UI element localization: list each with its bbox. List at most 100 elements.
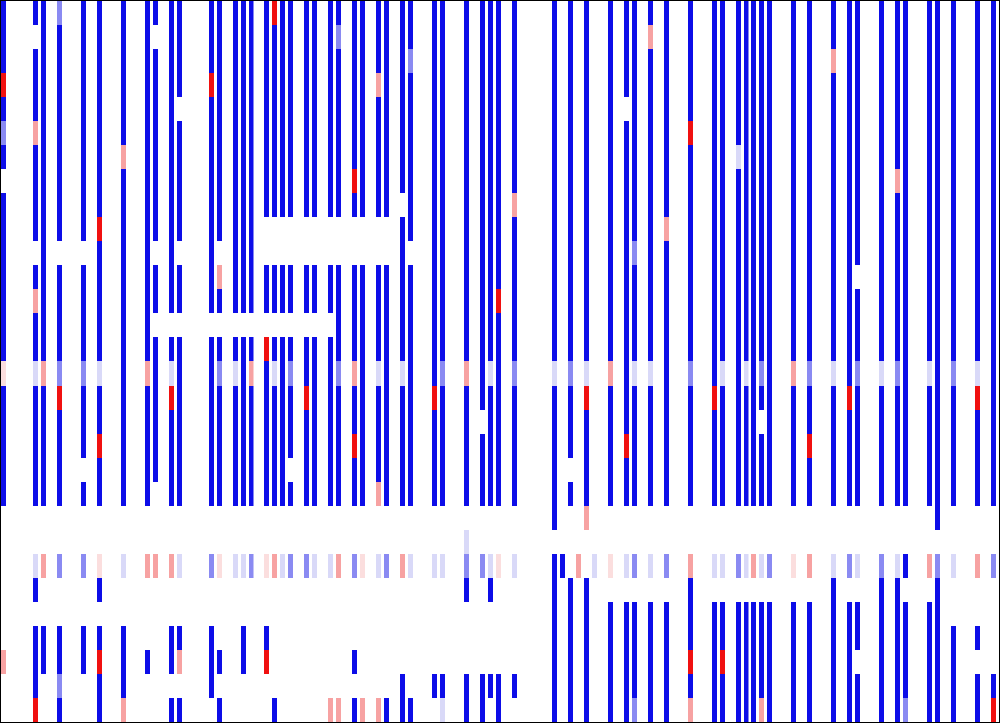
heatmap-cell (272, 25, 281, 50)
heatmap-cell (472, 530, 480, 554)
heatmap-cell (25, 530, 33, 554)
heatmap-cell (9, 626, 17, 650)
heatmap-cell (600, 554, 608, 578)
heatmap-cell (576, 289, 584, 313)
heatmap-cell (360, 409, 369, 434)
heatmap-cell (807, 553, 816, 578)
heatmap-cell (288, 73, 297, 98)
heatmap-cell (32, 409, 41, 434)
heatmap-cell (839, 554, 847, 578)
heatmap-cell (328, 49, 337, 74)
heatmap-cell (376, 385, 385, 410)
heatmap-cell (448, 482, 456, 506)
heatmap-cell (799, 506, 807, 530)
heatmap-cell (711, 217, 720, 242)
heatmap-cell (185, 530, 193, 554)
heatmap-cell (663, 457, 672, 482)
heatmap-cell (592, 289, 600, 313)
heatmap-cell (408, 650, 416, 674)
heatmap-cell (927, 49, 936, 74)
heatmap-cell (951, 506, 959, 530)
heatmap-cell (664, 530, 672, 554)
heatmap-cell (193, 674, 201, 698)
heatmap-cell (951, 265, 960, 290)
heatmap-cell (583, 49, 592, 74)
heatmap-cell (991, 49, 999, 74)
heatmap-cell (919, 602, 927, 626)
heatmap-cell (663, 313, 672, 338)
heatmap-cell (168, 97, 177, 122)
heatmap-cell (472, 578, 480, 602)
heatmap-cell (144, 337, 153, 362)
heatmap-cell (304, 506, 312, 530)
heatmap-cell (711, 289, 720, 314)
heatmap-cell (759, 265, 768, 290)
heatmap-cell (161, 554, 169, 578)
heatmap-cell (193, 698, 201, 722)
heatmap-cell (855, 650, 863, 674)
heatmap-cell (56, 409, 65, 434)
heatmap-cell (616, 482, 624, 506)
heatmap-cell (400, 361, 409, 386)
heatmap-cell (344, 25, 352, 49)
heatmap-cell (943, 530, 951, 554)
heatmap-cell (241, 578, 249, 602)
heatmap-cell (855, 385, 864, 410)
heatmap-cell (464, 673, 473, 698)
heatmap-cell (328, 626, 336, 650)
heatmap-cell (791, 433, 800, 458)
heatmap-cell (751, 361, 760, 386)
heatmap-cell (17, 289, 25, 313)
heatmap-cell (536, 482, 544, 506)
heatmap-cell (511, 313, 520, 338)
heatmap-cell (472, 361, 480, 385)
heatmap-cell (352, 409, 361, 434)
heatmap-cell (991, 433, 999, 458)
heatmap-cell (9, 217, 17, 241)
heatmap-cell (488, 97, 496, 122)
heatmap-cell (193, 482, 201, 506)
heatmap-cell (887, 602, 895, 626)
heatmap-cell (185, 626, 193, 650)
heatmap-cell (536, 97, 544, 121)
heatmap-cell (168, 193, 177, 218)
heatmap-cell (168, 433, 177, 458)
heatmap-cell (759, 73, 768, 98)
heatmap-cell (528, 410, 536, 434)
heatmap-cell (352, 49, 361, 74)
heatmap-cell (57, 506, 65, 530)
heatmap-cell (839, 97, 847, 121)
heatmap-cell (280, 481, 289, 506)
heatmap-cell (536, 313, 544, 337)
heatmap-cell (152, 361, 161, 386)
heatmap-cell (759, 481, 768, 506)
heatmap-cell (80, 433, 89, 458)
heatmap-cell (472, 602, 480, 626)
heatmap-cell (256, 73, 264, 97)
heatmap-cell (583, 433, 592, 458)
heatmap-cell (368, 169, 376, 193)
heatmap-cell (440, 217, 449, 242)
heatmap-cell (903, 337, 912, 362)
heatmap-cell (280, 457, 289, 482)
heatmap-cell (600, 626, 608, 650)
heatmap-cell (584, 554, 592, 578)
heatmap-cell (831, 193, 840, 218)
heatmap-cell (432, 313, 441, 338)
heatmap-cell (839, 121, 847, 145)
heatmap-cell (440, 602, 448, 626)
heatmap-cell (608, 506, 616, 530)
heatmap-cell (105, 145, 113, 169)
heatmap-cell (623, 217, 632, 242)
heatmap-cell (129, 650, 137, 674)
heatmap-cell (256, 578, 264, 602)
heatmap-cell (256, 361, 264, 385)
heatmap-cell (56, 673, 65, 698)
heatmap-cell (1, 193, 9, 218)
heatmap-cell (663, 409, 672, 434)
heatmap-cell (280, 553, 289, 578)
heatmap-cell (448, 530, 456, 554)
heatmap-cell (392, 193, 400, 217)
heatmap-cell (711, 697, 720, 722)
heatmap-cell (464, 506, 472, 530)
